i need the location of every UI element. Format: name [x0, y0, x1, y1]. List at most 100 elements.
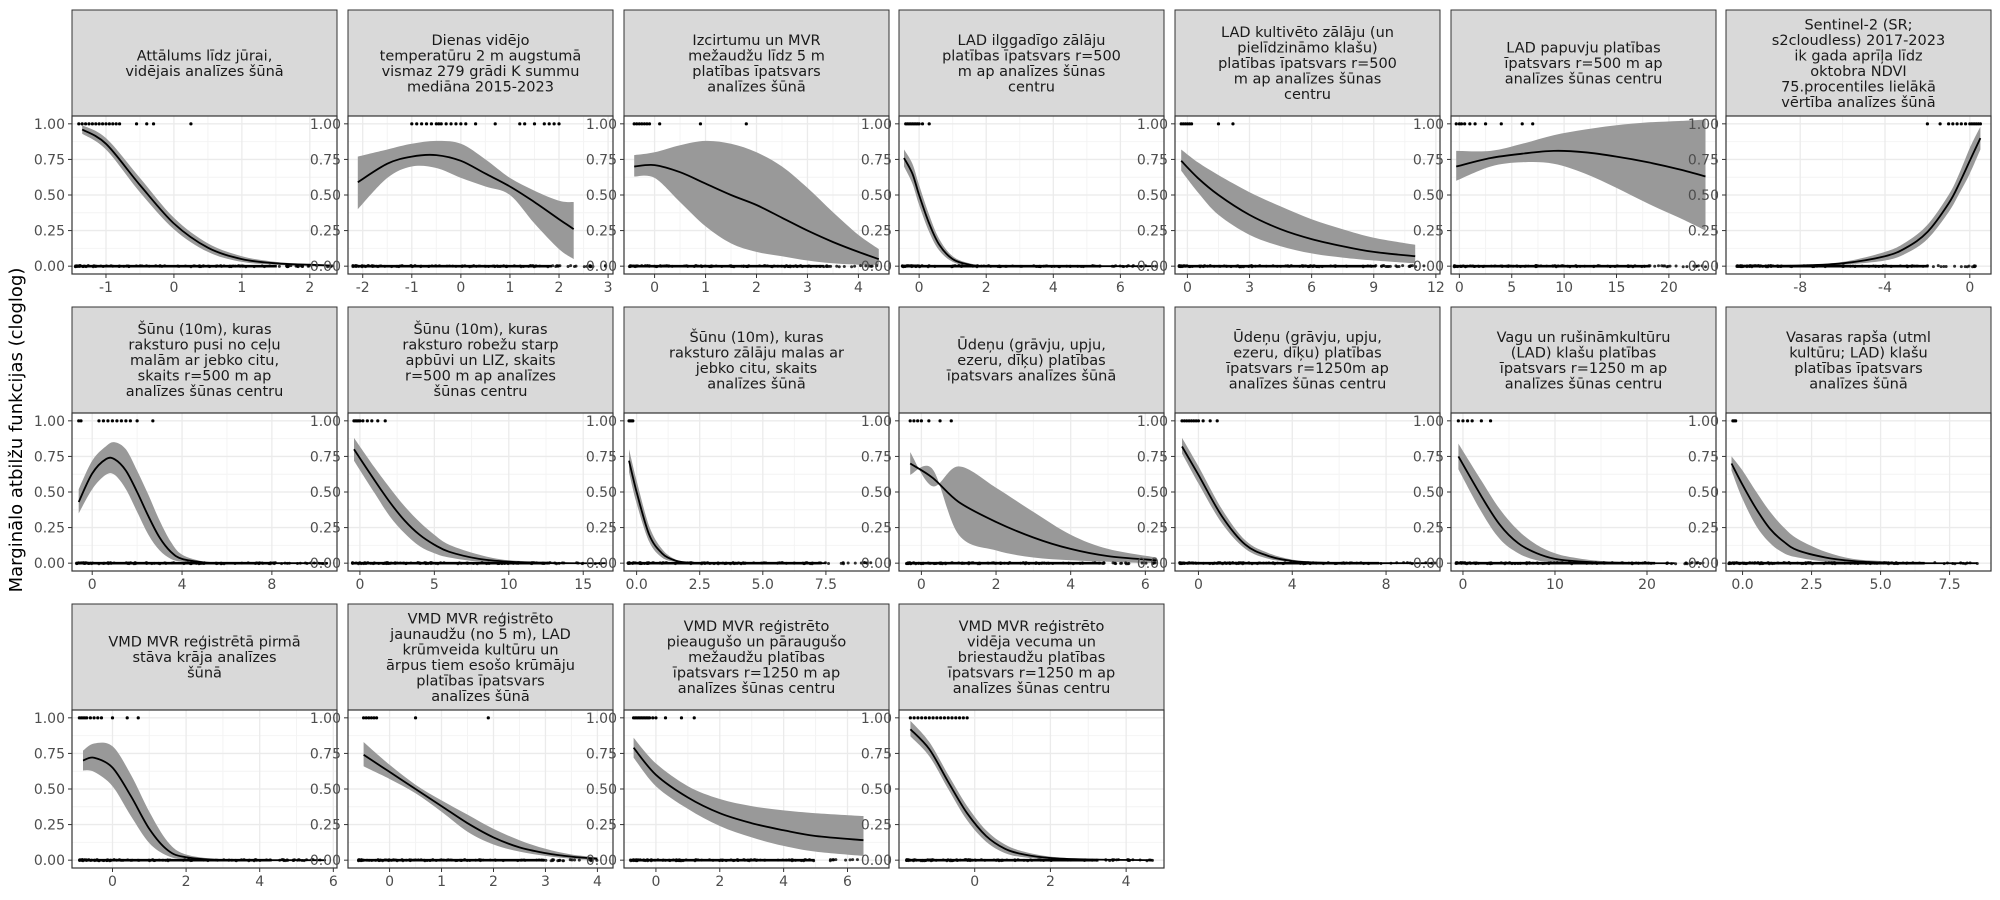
absence-point: [846, 561, 850, 565]
absence-point: [1154, 264, 1158, 268]
absence-point: [1936, 264, 1940, 268]
absence-point: [853, 264, 857, 268]
absence-point: [1972, 265, 1976, 269]
x-tick-label: 0.0: [625, 577, 647, 593]
absence-point: [1115, 858, 1119, 862]
presence-point: [912, 716, 916, 720]
absence-point: [1389, 561, 1393, 565]
panel-strip: [1725, 9, 1992, 117]
absence-point: [1704, 265, 1708, 269]
presence-point: [1947, 122, 1951, 126]
y-tick-label: 0.50: [586, 485, 617, 501]
absence-point: [1145, 859, 1149, 863]
panels: Attālums līdz jūrai, vidējais analīzes šū…: [34, 9, 1992, 890]
absence-point: [1961, 561, 1965, 565]
absence-point: [1668, 264, 1672, 268]
absence-point: [1110, 264, 1114, 268]
absence-point: [1380, 264, 1384, 268]
y-tick-label: 0.75: [1688, 152, 1719, 168]
absence-point: [549, 859, 553, 863]
x-tick-label: 2: [1046, 874, 1055, 890]
x-tick-label: 2.5: [689, 577, 711, 593]
y-tick-label: 1.00: [586, 414, 617, 430]
x-tick-label: 4: [593, 874, 602, 890]
y-tick-label: 1.00: [1413, 414, 1444, 430]
presence-point: [97, 419, 101, 423]
y-tick-label: 0.25: [586, 224, 617, 240]
presence-point: [916, 419, 920, 423]
absence-point: [315, 858, 319, 862]
presence-point: [920, 122, 925, 126]
presence-point: [1520, 122, 1524, 126]
presence-point: [383, 419, 387, 423]
x-tick-label: 10: [500, 577, 518, 593]
presence-point: [83, 122, 88, 126]
plot-content: [351, 122, 608, 269]
y-tick-label: 0.75: [310, 449, 341, 465]
x-tick-label: 6: [329, 874, 338, 890]
absence-point: [1143, 264, 1147, 268]
presence-point: [106, 419, 110, 423]
absence-point: [1942, 562, 1946, 566]
presence-point: [429, 122, 434, 126]
absence-point: [1674, 264, 1678, 268]
confidence-ribbon: [1731, 456, 1978, 564]
absence-point: [1136, 264, 1140, 268]
absence-point: [585, 264, 589, 268]
presence-point: [1463, 122, 1467, 126]
presence-point: [1180, 419, 1184, 423]
x-tick-label: 2: [982, 280, 991, 296]
presence-point: [449, 122, 453, 126]
absence-point: [324, 561, 328, 565]
x-tick-label: 0: [651, 874, 660, 890]
presence-point: [1468, 122, 1472, 126]
presence-point: [110, 716, 115, 720]
absence-point: [1701, 561, 1705, 565]
absence-point: [557, 561, 561, 565]
presence-point: [410, 122, 414, 126]
x-tick-label: 0: [169, 280, 178, 296]
x-tick-label: 2: [489, 874, 498, 890]
presence-point: [692, 716, 696, 720]
absence-point: [1945, 561, 1949, 565]
y-tick-label: 0.75: [1688, 449, 1719, 465]
absence-point: [316, 561, 320, 565]
y-tick-label: 1.00: [310, 117, 341, 133]
plot-content: [905, 716, 1154, 863]
presence-point: [950, 716, 954, 720]
presence-point: [647, 716, 652, 720]
y-tick-label: 0.75: [34, 746, 65, 762]
presence-point: [965, 716, 969, 720]
presence-point: [92, 716, 96, 720]
presence-point: [654, 716, 658, 720]
y-tick-label: 0.00: [586, 853, 617, 869]
y-tick-label: 0.75: [1413, 152, 1444, 168]
absence-point: [1151, 561, 1155, 565]
absence-point: [312, 561, 316, 565]
plot-content: [1452, 119, 1708, 269]
y-tick-label: 1.00: [1688, 117, 1719, 133]
presence-point: [464, 122, 468, 126]
plot-content: [77, 716, 326, 863]
x-tick-label: 1: [237, 280, 246, 296]
presence-point: [1483, 122, 1488, 126]
absence-point: [1674, 562, 1678, 566]
absence-point: [853, 561, 857, 565]
y-tick-label: 0.75: [1413, 449, 1444, 465]
presence-point: [916, 716, 920, 720]
absence-point: [289, 264, 293, 268]
absence-point: [1681, 265, 1685, 269]
absence-point: [1968, 561, 1972, 565]
presence-point: [77, 419, 81, 423]
presence-point: [365, 419, 369, 423]
y-tick-label: 0.50: [1688, 485, 1719, 501]
absence-point: [844, 858, 848, 862]
panel-10: Šūnu (10m), kuras raksturo zālāju malas a…: [586, 306, 890, 593]
y-tick-label: 0.50: [1688, 188, 1719, 204]
absence-point: [315, 264, 319, 268]
presence-point: [372, 716, 376, 720]
absence-point: [1113, 561, 1117, 565]
presence-point: [88, 716, 93, 720]
absence-point: [1122, 265, 1126, 269]
absence-point: [575, 561, 579, 565]
